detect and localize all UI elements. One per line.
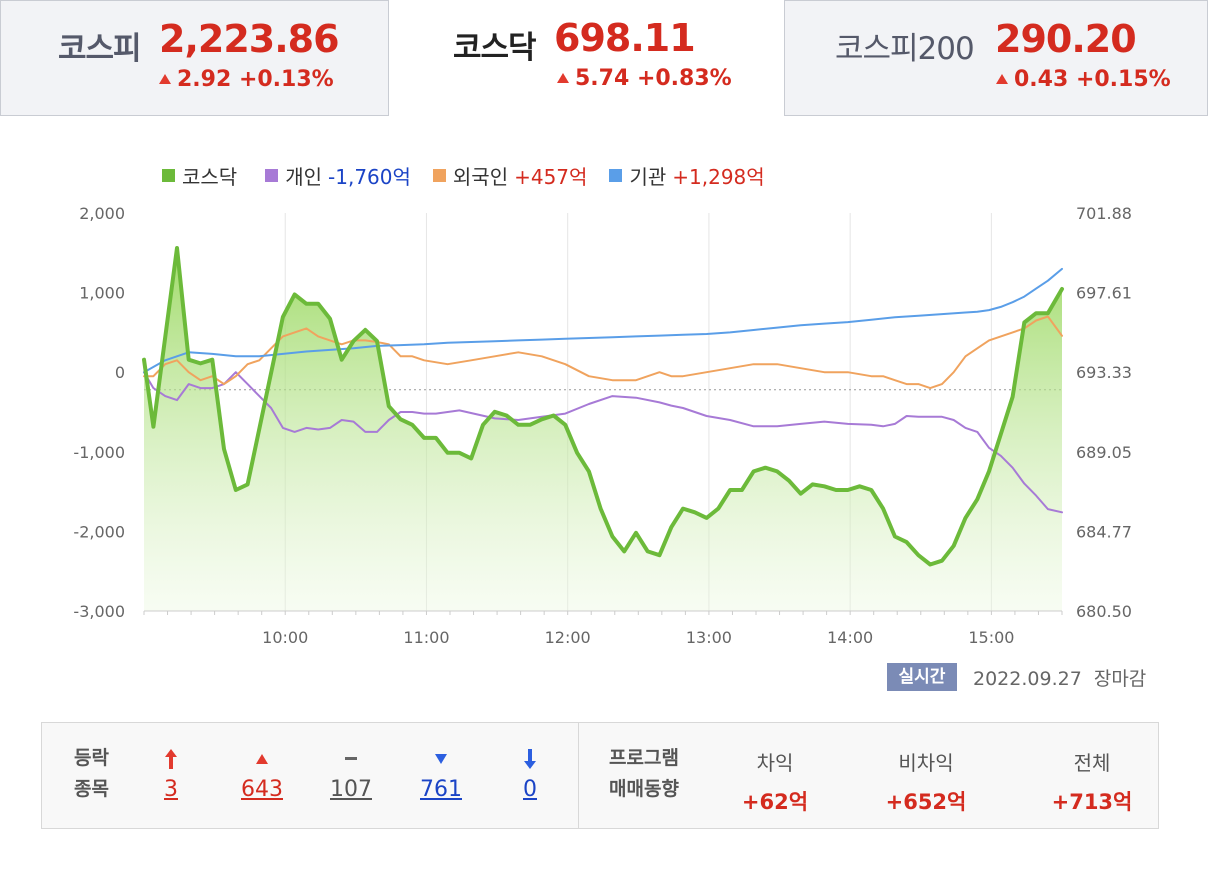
legend-individual[interactable]: 개인 -1,760억 [265, 161, 411, 190]
program-total-head: 전체 [1073, 751, 1111, 775]
legend-institution-value: +1,298억 [672, 164, 765, 189]
rise-triangle-icon [159, 74, 171, 84]
market-date-value: 2022.09.27 [973, 668, 1082, 690]
upper-limit-arrow-icon [165, 749, 177, 769]
y-right-tick-label: 680.50 [1076, 602, 1132, 621]
y-right-tick-label: 689.05 [1076, 443, 1132, 462]
legend-institution-name: 기관 [629, 164, 667, 189]
breadth-label-line2: 종목 [74, 778, 109, 800]
program-arbitrage-value: +62억 [741, 790, 809, 814]
breadth-rise-count[interactable]: 643 [241, 777, 283, 802]
x-tick-label: 12:00 [545, 628, 591, 647]
rise-triangle-icon [996, 74, 1008, 84]
program-non-arbitrage-head: 비차익 [898, 751, 954, 775]
chart-legend: 코스닥 개인 -1,760억 외국인 +457억 기관 +1,298억 [162, 160, 787, 190]
y-left-tick-label: -2,000 [73, 522, 125, 541]
series-line-3 [143, 267, 1063, 374]
fall-triangle-icon [435, 754, 447, 764]
legend-kosdaq-swatch [162, 168, 175, 182]
series-area-0 [144, 248, 1062, 611]
legend-individual-swatch [265, 168, 279, 182]
tab-kospi-change: 2.92 +0.13% [159, 67, 334, 92]
series-line-1 [143, 371, 1063, 514]
tab-kospi200-name: 코스피200 [835, 31, 975, 67]
program-label: 프로그램 매매동향 [609, 743, 679, 805]
legend-individual-value: -1,760억 [328, 164, 411, 189]
tab-kosdaq-change: 5.74 +0.83% [557, 66, 732, 91]
y-right-tick-label: 701.88 [1076, 204, 1132, 223]
breadth-upper-limit: 3 [146, 745, 196, 802]
tab-kosdaq[interactable]: 코스닥 698.11 5.74 +0.83% [389, 0, 784, 116]
program-total: 전체 +713억 [1022, 747, 1162, 816]
tab-kosdaq-value: 698.11 [554, 16, 696, 60]
tab-kosdaq-name: 코스닥 [453, 30, 537, 66]
series-line-2 [143, 315, 1063, 390]
breadth-fall: 761 [411, 745, 471, 802]
program-arbitrage: 차익 +62억 [705, 747, 845, 816]
legend-individual-name: 개인 [285, 164, 323, 189]
x-tick-label: 13:00 [686, 628, 732, 647]
chart-axes: 10:00 11:00 12:00 13:00 14:00 15:00 2,000 1,000… [73, 204, 1132, 647]
legend-kosdaq[interactable]: 코스닥 [162, 161, 243, 190]
x-tick-label: 10:00 [262, 628, 308, 647]
series-line-0 [142, 246, 1064, 567]
program-label-line2: 매매동향 [609, 778, 679, 800]
tab-kospi200-value: 290.20 [995, 17, 1137, 61]
y-left-tick-label: 1,000 [79, 284, 125, 303]
x-tick-label: 11:00 [403, 628, 449, 647]
breadth-lower-limit-count[interactable]: 0 [523, 777, 537, 802]
y-right-tick-label: 693.33 [1076, 363, 1132, 382]
y-right-tick-label: 684.77 [1076, 522, 1132, 541]
market-breadth-panel: 등락 종목 3 643 107 761 0 프로그램 매매동향 [41, 722, 1159, 829]
unchanged-dash-icon [345, 757, 357, 760]
breadth-label: 등락 종목 [74, 743, 109, 805]
chart-series [142, 246, 1064, 567]
program-label-line1: 프로그램 [609, 747, 679, 769]
tab-kospi200-change-text: 0.43 +0.15% [1014, 67, 1171, 92]
legend-foreigner-swatch [432, 168, 446, 182]
tab-kospi-name: 코스피 [58, 31, 142, 67]
market-session-status: 장마감 [1093, 668, 1147, 690]
legend-foreigner-name: 외국인 [452, 164, 509, 189]
y-right-tick-label: 697.61 [1076, 284, 1132, 303]
lower-limit-arrow-icon [524, 749, 536, 769]
legend-institution-swatch [609, 168, 623, 182]
tab-kospi200[interactable]: 코스피200 290.20 0.43 +0.15% [784, 0, 1208, 116]
legend-institution[interactable]: 기관 +1,298억 [609, 161, 765, 190]
chart-area [143, 248, 1063, 611]
y-left-tick-label: 0 [115, 363, 125, 382]
program-non-arbitrage-value: +652억 [885, 790, 967, 814]
tab-kospi[interactable]: 코스피 2,223.86 2.92 +0.13% [0, 0, 389, 116]
legend-foreigner[interactable]: 외국인 +457억 [432, 161, 588, 190]
y-left-tick-label: -1,000 [73, 443, 125, 462]
x-tick-label: 15:00 [968, 628, 1014, 647]
tab-kospi-value: 2,223.86 [159, 17, 340, 61]
panel-divider [578, 723, 579, 828]
program-non-arbitrage: 비차익 +652억 [856, 747, 996, 816]
x-tick-label: 14:00 [827, 628, 873, 647]
breadth-label-line1: 등락 [74, 747, 109, 769]
breadth-unchanged: 107 [321, 745, 381, 802]
breadth-upper-limit-count[interactable]: 3 [164, 777, 178, 802]
breadth-lower-limit: 0 [505, 745, 555, 802]
breadth-unchanged-count[interactable]: 107 [330, 777, 372, 802]
y-left-tick-label: 2,000 [79, 204, 125, 223]
intraday-chart: 10:00 11:00 12:00 13:00 14:00 15:00 2,000 1,000… [73, 204, 1132, 647]
program-total-value: +713억 [1051, 790, 1133, 814]
legend-kosdaq-name: 코스닥 [182, 164, 238, 189]
tab-kosdaq-change-text: 5.74 +0.83% [575, 66, 732, 91]
market-date: 2022.09.27 장마감 [973, 664, 1146, 691]
legend-foreigner-value: +457억 [514, 164, 588, 189]
tab-kospi200-change: 0.43 +0.15% [996, 67, 1171, 92]
realtime-button[interactable]: 실시간 [887, 663, 957, 691]
rise-triangle-icon [557, 73, 569, 83]
breadth-fall-count[interactable]: 761 [420, 777, 462, 802]
tab-kospi-change-text: 2.92 +0.13% [177, 67, 334, 92]
index-tabs: 코스피 2,223.86 2.92 +0.13% 코스닥 698.11 5.74… [0, 0, 1208, 116]
rise-triangle-icon [256, 754, 268, 764]
breadth-rise: 643 [232, 745, 292, 802]
program-arbitrage-head: 차익 [756, 751, 794, 775]
y-left-tick-label: -3,000 [73, 602, 125, 621]
